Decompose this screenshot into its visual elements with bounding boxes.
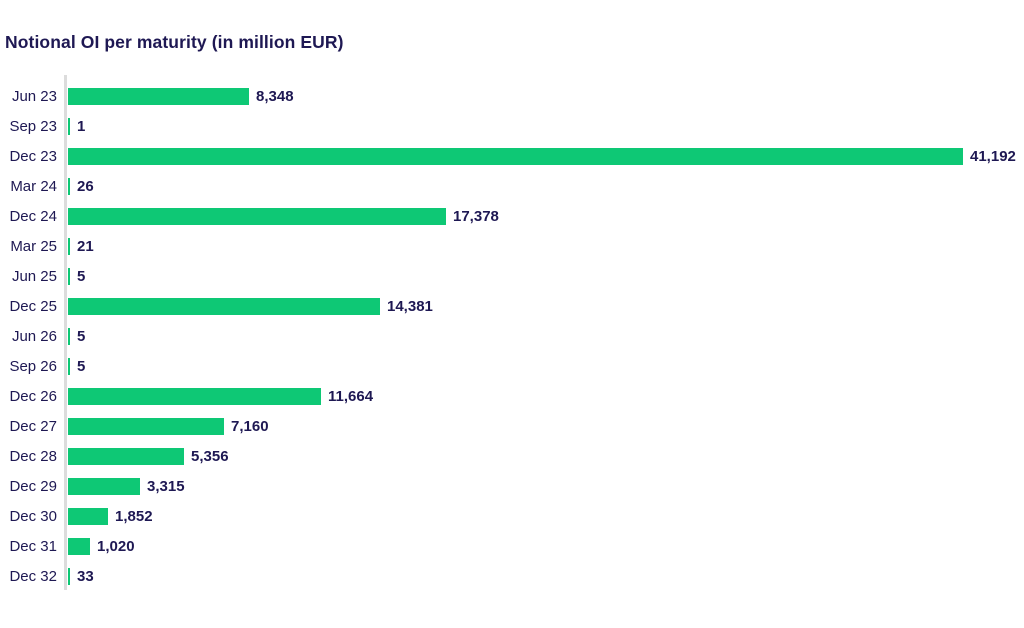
bar-row: Sep 23 1 (0, 111, 1024, 141)
category-label: Jun 23 (11, 87, 57, 105)
bar-row: Dec 28 5,356 (0, 441, 1024, 471)
value-label: 1,852 (115, 507, 153, 525)
bar (68, 87, 249, 105)
bar (68, 387, 321, 405)
bar (68, 537, 90, 555)
bar-row: Jun 23 8,348 (0, 81, 1024, 111)
value-label: 5 (77, 357, 86, 375)
value-label: 14,381 (387, 297, 433, 315)
bar (68, 177, 70, 195)
bar (68, 267, 70, 285)
bar-row: Jun 25 5 (0, 261, 1024, 291)
category-label: Mar 25 (10, 237, 57, 255)
category-label: Sep 26 (9, 357, 57, 375)
value-label: 33 (77, 567, 94, 585)
bar-row: Dec 31 1,020 (0, 531, 1024, 561)
bar (68, 417, 224, 435)
value-label: 17,378 (453, 207, 499, 225)
y-axis-line (64, 75, 67, 590)
bar-row: Mar 24 26 (0, 171, 1024, 201)
value-label: 1,020 (97, 537, 135, 555)
value-label: 41,192 (970, 147, 1016, 165)
bar-row: Mar 25 21 (0, 231, 1024, 261)
category-label: Dec 23 (9, 147, 57, 165)
value-label: 1 (77, 117, 86, 135)
value-label: 8,348 (256, 87, 294, 105)
category-label: Dec 32 (9, 567, 57, 585)
category-label: Dec 26 (9, 387, 57, 405)
bar (68, 117, 70, 135)
value-label: 26 (77, 177, 94, 195)
bar-row: Dec 27 7,160 (0, 411, 1024, 441)
bar (68, 237, 70, 255)
bar-row: Jun 26 5 (0, 321, 1024, 351)
bar (68, 507, 108, 525)
bar-row: Dec 25 14,381 (0, 291, 1024, 321)
value-label: 11,664 (328, 387, 374, 405)
bar-row: Dec 24 17,378 (0, 201, 1024, 231)
bar-row: Dec 26 11,664 (0, 381, 1024, 411)
category-label: Dec 25 (9, 297, 57, 315)
category-label: Dec 24 (9, 207, 57, 225)
value-label: 5,356 (191, 447, 229, 465)
chart-rows: Jun 23 8,348 Sep 23 1 Dec 23 41,192 Mar 24 26 De… (0, 81, 1024, 591)
bar (68, 357, 70, 375)
category-label: Mar 24 (10, 177, 57, 195)
category-label: Sep 23 (9, 117, 57, 135)
category-label: Dec 27 (9, 417, 57, 435)
bar (68, 147, 963, 165)
bar-row: Dec 23 41,192 (0, 141, 1024, 171)
category-label: Jun 25 (11, 267, 57, 285)
bar (68, 297, 380, 315)
bar-row: Dec 30 1,852 (0, 501, 1024, 531)
bar-row: Dec 32 33 (0, 561, 1024, 591)
value-label: 21 (77, 237, 94, 255)
value-label: 3,315 (147, 477, 185, 495)
bar (68, 327, 70, 345)
category-label: Dec 29 (9, 477, 57, 495)
value-label: 5 (77, 267, 86, 285)
category-label: Jun 26 (11, 327, 57, 345)
bar (68, 567, 70, 585)
chart-title: Notional OI per maturity (in million EUR… (5, 32, 344, 52)
value-label: 7,160 (231, 417, 269, 435)
bar (68, 207, 446, 225)
bar (68, 477, 140, 495)
category-label: Dec 31 (9, 537, 57, 555)
value-label: 5 (77, 327, 86, 345)
bar (68, 447, 184, 465)
category-label: Dec 28 (9, 447, 57, 465)
bar-chart: Jun 23 8,348 Sep 23 1 Dec 23 41,192 Mar 24 26 De… (0, 75, 1024, 591)
category-label: Dec 30 (9, 507, 57, 525)
bar-row: Dec 29 3,315 (0, 471, 1024, 501)
bar-row: Sep 26 5 (0, 351, 1024, 381)
